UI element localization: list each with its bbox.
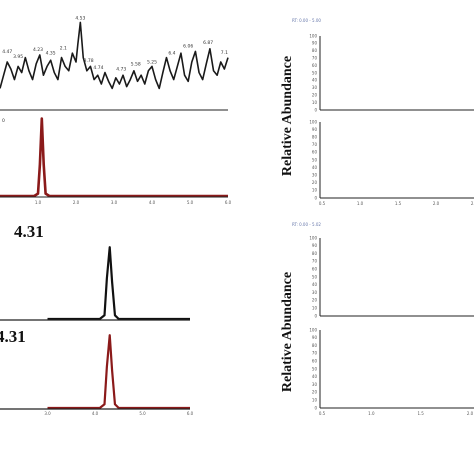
y-tick-label: 30 (312, 382, 318, 387)
y-tick-label: 30 (312, 85, 318, 90)
x-tick-label: 0.5 (319, 411, 326, 416)
y-tick-label: 0 (314, 313, 317, 318)
x-tick-label: 1.0 (368, 411, 375, 416)
y-tick-label: 0 (314, 405, 317, 410)
peak-label: 0 (2, 118, 5, 124)
x-tick-label: 4.0 (92, 411, 99, 416)
y-tick-label: 80 (312, 343, 318, 348)
y-tick-label: 10 (312, 306, 318, 311)
series-line-noise (0, 21, 229, 90)
y-tick-label: 70 (312, 259, 318, 264)
y-tick-label: 90 (312, 41, 318, 46)
peak-label: 4.23 (33, 47, 43, 53)
x-tick-label: 3.0 (111, 200, 118, 205)
y-axis-label: Relative Abundance (280, 56, 295, 176)
x-tick-label: 6.0 (187, 411, 194, 416)
y-tick-label: 70 (312, 142, 318, 147)
y-tick-label: 20 (312, 390, 318, 395)
peak-label: 4.47 (2, 49, 12, 55)
y-tick-label: 60 (312, 267, 318, 272)
y-tick-label: 40 (312, 78, 318, 83)
y-tick-label: 10 (312, 100, 318, 105)
x-tick-label: 5.0 (139, 411, 146, 416)
x-tick-label: 6.0 (225, 200, 232, 205)
panel-header: RT: 0.00 - 5.00 (292, 18, 321, 23)
peak-label: 2.1 (60, 45, 67, 51)
y-tick-label: 0 (314, 107, 317, 112)
x-tick-label: 2.0 (467, 411, 474, 416)
y-tick-label: 30 (312, 173, 318, 178)
y-tick-label: 20 (312, 93, 318, 98)
y-tick-label: 90 (312, 127, 318, 132)
peak-label: 4.73 (116, 67, 126, 73)
y-axis-label: Relative Abundance (280, 272, 295, 392)
series-line-red (47, 334, 190, 410)
x-tick-label: 3.0 (44, 411, 51, 416)
y-tick-label: 50 (312, 274, 318, 279)
peak-label: 6.87 (203, 40, 213, 46)
x-tick-label: 2.0 (433, 201, 440, 206)
peak-label: 4.53 (75, 16, 85, 22)
x-tick-label: 1.0 (35, 200, 42, 205)
y-tick-label: 30 (312, 290, 318, 295)
y-tick-label: 90 (312, 243, 318, 248)
peak-label: 4.74 (93, 65, 103, 71)
y-tick-label: 80 (312, 251, 318, 256)
x-tick-label: 4.0 (149, 200, 156, 205)
peak-label: 4.31 (14, 222, 44, 241)
peak-label: 3.95 (13, 54, 23, 60)
y-tick-label: 90 (312, 335, 318, 340)
y-tick-label: 40 (312, 165, 318, 170)
x-tick-label: 0.5 (319, 201, 326, 206)
y-tick-label: 100 (309, 327, 317, 332)
y-tick-label: 70 (312, 351, 318, 356)
peak-label: 7.1 (221, 50, 228, 56)
peak-label: 5.25 (147, 60, 157, 66)
panel-header: RT: 0.00 - 5.02 (292, 222, 321, 227)
peak-label: 4.35 (46, 51, 56, 57)
y-tick-label: 10 (312, 398, 318, 403)
y-tick-label: 20 (312, 180, 318, 185)
y-tick-label: 100 (309, 235, 317, 240)
peak-label: 6.4 (168, 51, 175, 57)
series-line-black (47, 246, 190, 321)
y-tick-label: 50 (312, 366, 318, 371)
y-tick-label: 80 (312, 135, 318, 140)
x-tick-label: 2.5 (471, 201, 474, 206)
y-tick-label: 80 (312, 48, 318, 53)
y-tick-label: 40 (312, 374, 318, 379)
x-tick-label: 2.0 (73, 200, 80, 205)
y-tick-label: 50 (312, 157, 318, 162)
y-tick-label: 10 (312, 188, 318, 193)
x-tick-label: 1.0 (357, 201, 364, 206)
peak-label: 4.31 (0, 327, 26, 346)
x-tick-label: 1.5 (417, 411, 424, 416)
series-line-red (0, 117, 228, 198)
y-tick-label: 0 (314, 195, 317, 200)
y-tick-label: 100 (309, 119, 317, 124)
chart-layer: 4.473.95 4.234.35 2.1 4.53 3.784.74 4.73 5.58 5… (0, 16, 474, 416)
x-tick-label: 5.0 (187, 200, 194, 205)
y-tick-label: 100 (309, 33, 317, 38)
peak-label: 5.58 (131, 61, 141, 67)
peak-label: 3.78 (84, 58, 94, 64)
x-tick-label: 1.5 (395, 201, 402, 206)
y-tick-label: 60 (312, 150, 318, 155)
y-tick-label: 50 (312, 70, 318, 75)
y-tick-label: 60 (312, 63, 318, 68)
y-tick-label: 70 (312, 56, 318, 61)
peak-label: 6.06 (183, 44, 193, 50)
y-tick-label: 20 (312, 298, 318, 303)
y-tick-label: 40 (312, 282, 318, 287)
y-tick-label: 60 (312, 359, 318, 364)
